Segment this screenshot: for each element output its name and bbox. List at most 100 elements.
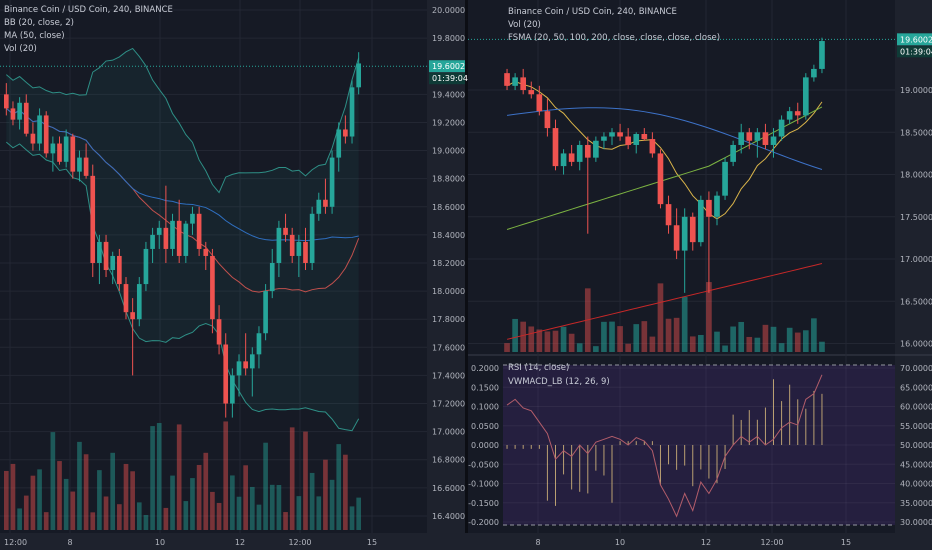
- sub-left-tick: -0.0500: [468, 460, 499, 469]
- panel-separator: [465, 0, 468, 550]
- left-candle-body: [17, 102, 22, 120]
- left-volume-bar: [283, 512, 288, 530]
- left-candle-body: [236, 361, 242, 376]
- left-volume-bar: [323, 459, 328, 530]
- right-candle-body: [584, 144, 591, 158]
- left-candle-body: [97, 241, 102, 263]
- right-price-tick: 18.0000: [900, 171, 932, 180]
- left-candle-body: [289, 234, 295, 256]
- left-candle-body: [210, 255, 215, 320]
- right-candle-body: [746, 132, 753, 141]
- fsma200-line: [506, 263, 823, 340]
- left-candle-body: [216, 319, 222, 345]
- left-volume-bar: [136, 502, 142, 530]
- right-volume-bar: [576, 343, 583, 352]
- left-price-tick: 16.4000: [432, 512, 465, 521]
- left-volume-bar: [343, 454, 348, 530]
- left-volume-bar: [223, 421, 229, 530]
- right-time-tick: 12:00: [760, 538, 783, 547]
- right-candle-body: [754, 132, 761, 141]
- sub-left-tick: -0.1500: [468, 499, 499, 508]
- right-legend-title: Binance Coin / USD Coin, 240, BINANCE: [508, 7, 677, 17]
- left-price-tick: 18.2000: [432, 259, 465, 268]
- left-volume-bar: [303, 431, 308, 530]
- left-candle-body: [10, 108, 16, 120]
- right-volume-bar: [568, 333, 575, 352]
- right-last-price-tag: [897, 33, 932, 46]
- rsi-band: [503, 365, 895, 525]
- left-volume-bar: [183, 501, 189, 530]
- right-candle-body: [673, 225, 680, 251]
- right-candle-body: [722, 161, 728, 196]
- time-axis-bg: [0, 533, 932, 550]
- right-volume-bar: [698, 334, 704, 352]
- right-candle-body: [576, 144, 583, 162]
- left-volume-bar: [230, 475, 235, 530]
- left-volume-bar: [263, 442, 268, 530]
- right-time-tick: 8: [535, 538, 540, 547]
- right-price-tick: 17.5000: [900, 213, 932, 222]
- left-candle-body: [50, 143, 56, 154]
- left-legend-ma: MA (50, close): [4, 31, 65, 41]
- right-candle-body: [689, 216, 696, 243]
- left-candle-body: [309, 213, 315, 263]
- left-candle-body: [230, 375, 235, 404]
- left-price-tick: 19.0000: [432, 147, 465, 156]
- left-volume-bar: [110, 452, 116, 530]
- left-volume-bar: [150, 426, 155, 530]
- left-candle-body: [283, 227, 288, 235]
- right-volume-bar: [625, 343, 631, 352]
- left-candle-body: [296, 241, 302, 256]
- left-volume-bar: [316, 496, 322, 530]
- right-volume-bar: [811, 318, 817, 352]
- sub-right-tick: 50.0000: [900, 441, 932, 450]
- left-price-tick: 18.6000: [432, 203, 465, 212]
- right-candle-body: [698, 199, 704, 243]
- right-volume-bar: [641, 321, 648, 352]
- vwmacd-legend: VWMACD_LB (12, 26, 9): [508, 377, 610, 387]
- sub-right-tick: 55.0000: [900, 422, 932, 431]
- left-price-tick: 17.4000: [432, 371, 465, 380]
- right-candle-body: [625, 136, 631, 145]
- right-volume-bar: [560, 326, 567, 352]
- right-price-tick: 17.0000: [900, 255, 932, 264]
- right-countdown-label: 01:39:04: [900, 47, 932, 56]
- left-price-tick: 16.6000: [432, 484, 465, 493]
- right-volume-bar: [730, 326, 736, 352]
- left-candle-body: [343, 129, 348, 137]
- left-volume-bar: [23, 495, 29, 530]
- right-volume-bar: [601, 321, 607, 352]
- left-candle-body: [123, 284, 129, 313]
- right-candle-body: [681, 216, 688, 251]
- right-volume-bar: [536, 329, 543, 352]
- right-volume-bar: [794, 332, 801, 352]
- sub-right-tick: 35.0000: [900, 499, 932, 508]
- left-volume-bar: [63, 478, 69, 530]
- right-volume-bar: [504, 343, 510, 352]
- left-candle-body: [143, 248, 149, 285]
- left-candle-body: [196, 213, 202, 249]
- left-volume-bar: [143, 514, 149, 530]
- left-time-tick: 10: [155, 538, 165, 547]
- right-time-tick: 15: [841, 538, 851, 547]
- left-volume-bar: [216, 502, 222, 530]
- left-price-tick: 17.0000: [432, 428, 465, 437]
- left-time-tick: 12:00: [288, 538, 311, 547]
- right-candle-body: [819, 41, 825, 69]
- left-candle-body: [243, 361, 248, 369]
- left-volume-bar: [336, 444, 342, 530]
- rsi-legend: RSI (14, close): [508, 363, 570, 373]
- right-volume-bar: [819, 341, 825, 352]
- right-candle-body: [738, 132, 745, 145]
- right-candle-body: [617, 132, 623, 137]
- right-candle-body: [568, 153, 575, 162]
- left-volume-bar: [296, 496, 302, 530]
- right-candle-body: [512, 77, 518, 86]
- left-volume-bar: [103, 496, 109, 530]
- left-volume-bar: [249, 486, 255, 530]
- left-last-price-label: 19.6002: [432, 62, 465, 71]
- left-candle-body: [223, 344, 229, 404]
- left-countdown-label: 01:39:04: [432, 74, 468, 83]
- right-countdown-tag: [897, 46, 932, 58]
